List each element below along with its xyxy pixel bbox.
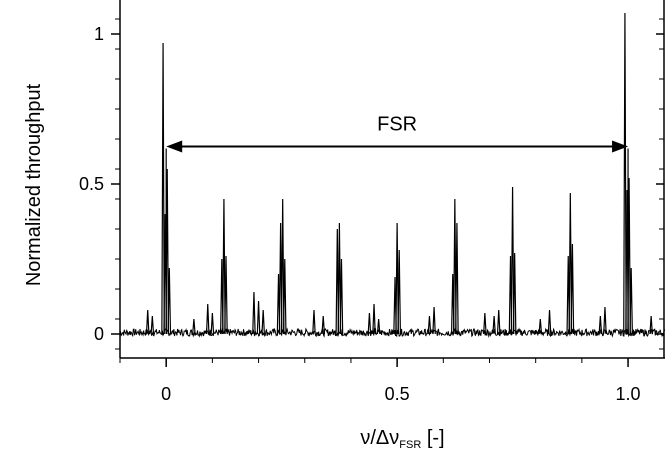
x-tick-label: 1.0 [616,384,641,404]
y-axis-title: Normalized throughput [23,83,45,286]
peak [397,249,401,335]
axis-ticks [111,18,664,367]
minor-peak [312,309,316,335]
minor-peak [376,318,381,335]
peak [282,258,287,335]
x-axis-title-subscript: FSR [399,439,421,451]
minor-peak [649,315,653,335]
tick-labels: 0 0.5 1 0 0.5 1.0 [79,24,641,404]
peak [161,42,165,335]
peak [280,198,285,335]
minor-peak [192,318,196,335]
minor-peak [372,303,376,335]
fsr-arrow-head-right [612,140,629,153]
peak [512,252,517,335]
minor-peak [150,315,155,335]
peak [222,198,226,335]
y-tick-label: 0 [94,324,104,344]
peak [455,222,459,335]
peak [167,267,172,335]
fsr-arrow-head-left [166,140,183,153]
peak [337,222,342,335]
peak [510,186,515,335]
minor-peak [145,309,150,335]
y-tick-label: 1 [94,24,104,44]
x-tick-label: 0.5 [385,384,410,404]
x-tick-label: 0 [161,384,171,404]
minor-peak [367,312,372,335]
minor-peak [256,300,261,335]
signal-trace-group [119,12,665,338]
minor-peak [547,309,552,335]
minor-peak [427,315,432,335]
minor-peak [252,291,256,335]
plot-frame [119,0,665,359]
baseline-noise-trace [119,327,665,338]
x-axis-title-prefix: ν/Δν [360,427,399,449]
fsr-marker-lines [165,148,629,334]
minor-peak [432,306,436,335]
minor-peak [492,315,496,335]
minor-peak [496,309,501,335]
minor-peak [210,312,215,335]
peak [623,12,627,335]
fsr-annotation: FSR [166,114,629,153]
peak [568,192,573,335]
minor-peak [321,315,326,335]
x-axis-title-suffix: [-] [421,427,444,449]
peak [339,258,344,335]
peak [224,255,228,335]
y-tick-label: 0.5 [79,174,104,194]
minor-peak [598,315,603,335]
fsr-label: FSR [377,114,417,136]
minor-peak [603,306,607,335]
minor-peak [538,318,543,335]
minor-peak [205,303,210,335]
minor-peak [483,312,487,335]
peak [629,267,633,335]
x-axis-title: ν/ΔνFSR [-] [360,427,444,451]
peak [395,222,399,335]
minor-peak [261,309,265,335]
peak [570,243,575,335]
